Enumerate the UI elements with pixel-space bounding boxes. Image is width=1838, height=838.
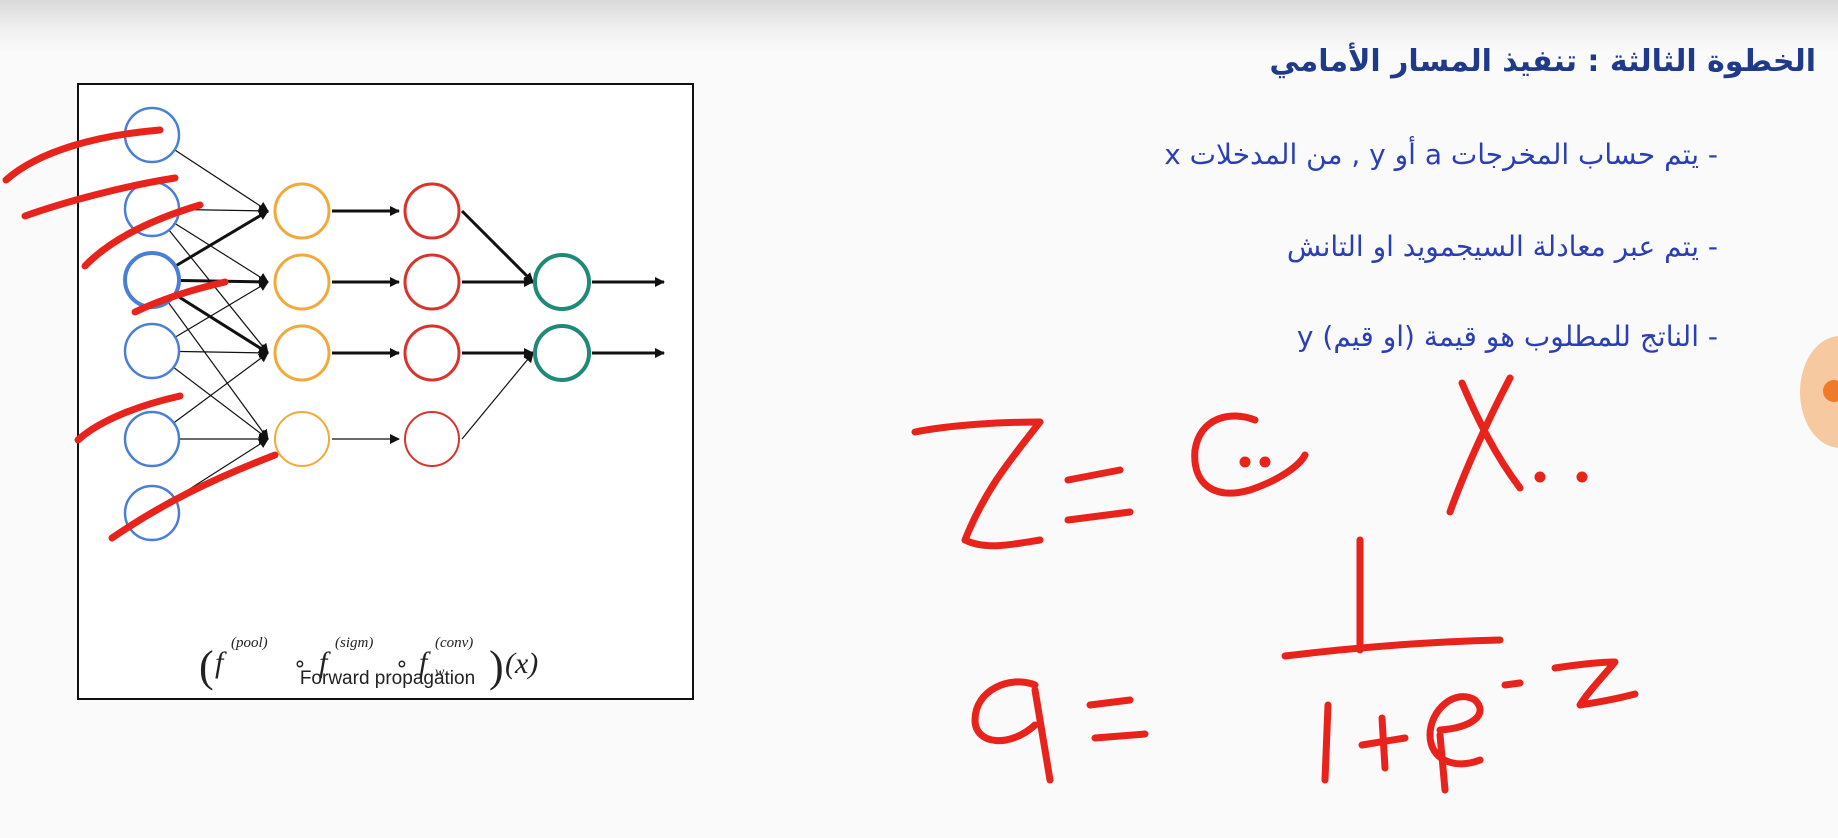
ink-letter-z: [1551, 658, 1639, 709]
window-top-shade: [0, 0, 1838, 52]
formula-f-conv: f: [419, 646, 428, 679]
figure-caption: Forward propagation: [299, 668, 476, 689]
ink-minus: [1501, 679, 1524, 689]
formula-compose-op-1: ∘: [293, 651, 307, 676]
ink-letter-a: [971, 678, 1054, 784]
bullet-item-3: - الناتج للمطلوب هو قيمة (او قيم) y: [1296, 320, 1718, 353]
network-figure: ( f (pool) ∘ f (sigm) ∘ f (conv) w ) (x)…: [77, 83, 694, 700]
connections: [151, 134, 665, 514]
formula-f-pool: f: [215, 646, 224, 679]
ink-fraction-bar: [1281, 636, 1504, 660]
composition-formula: ( f (pool) ∘ f (sigm) ∘ f (conv) w ) (x): [199, 635, 559, 697]
formula-f-sigm: f: [319, 646, 328, 679]
pointer-dot-icon: [1823, 380, 1838, 402]
ink-letter-x: [1446, 374, 1514, 516]
ink-letter-z: [911, 418, 1044, 550]
hidden-layer-2: [403, 182, 461, 467]
network-diagram: [123, 106, 665, 542]
slide-title: الخطوة الثالثة : تنفيذ المسار الأمامي: [1269, 44, 1816, 79]
formula-compose-op-2: ∘: [395, 651, 409, 676]
formula-sup-pool: (pool): [231, 635, 268, 651]
ink-equals: [1091, 730, 1149, 742]
formula-arg-x: (x): [505, 647, 539, 680]
ink-equals: [1064, 508, 1134, 524]
hidden-layer-1: [273, 182, 331, 467]
formula-sup-sigm: (sigm): [335, 635, 374, 651]
bullet-item-1: - يتم حساب المخرجات a أو y , من المدخلات…: [1164, 138, 1718, 171]
input-layer: [123, 106, 181, 542]
ink-equals: [1086, 696, 1134, 709]
formula-close-paren: ): [489, 642, 504, 691]
ink-plus: [1358, 734, 1409, 749]
ink-letter-x: [1458, 379, 1524, 492]
ink-equals: [1064, 466, 1124, 484]
bullet-item-2: - يتم عبر معادلة السيجمويد او التانش: [1286, 230, 1718, 263]
formula-open-paren: (: [199, 642, 214, 691]
ink-letter-e: [1426, 693, 1484, 794]
formula-sup-conv: (conv): [435, 635, 474, 651]
ink-plus: [1378, 714, 1389, 772]
ink-letter-c: [1191, 412, 1309, 497]
formula-sub-w: w: [435, 665, 445, 680]
output-layer: [533, 253, 591, 382]
ink-numeral-one: [1321, 701, 1332, 784]
